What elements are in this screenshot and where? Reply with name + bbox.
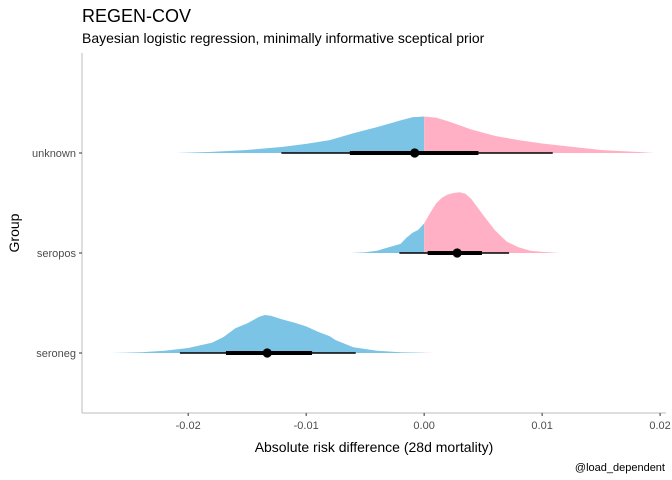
y-tick-label-unknown: unknown xyxy=(32,148,76,160)
density-positive-unknown xyxy=(424,116,655,153)
point-estimate-seroneg xyxy=(262,348,272,358)
x-tick-label-4: 0.02 xyxy=(649,420,670,432)
ticks-layer: unknown seropos seroneg -0.02 -0.01 0.00 0.01 0… xyxy=(32,148,671,432)
y-tick-label-seropos: seropos xyxy=(37,248,77,260)
density-negative-seroneg xyxy=(111,315,425,353)
chart-subtitle: Bayesian logistic regression, minimally … xyxy=(82,30,485,46)
density-positive-seropos xyxy=(424,192,560,253)
x-tick-label-1: -0.01 xyxy=(294,420,319,432)
density-negative-seropos xyxy=(350,223,425,253)
point-estimate-unknown xyxy=(410,148,420,158)
axes-layer xyxy=(81,53,666,414)
y-axis-title: Group xyxy=(6,213,22,252)
point-estimate-seropos xyxy=(452,248,462,258)
x-tick-label-3: 0.01 xyxy=(531,420,552,432)
x-tick-label-2: 0.00 xyxy=(413,420,434,432)
y-tick-label-seroneg: seroneg xyxy=(36,348,76,360)
x-tick-label-0: -0.02 xyxy=(176,420,201,432)
x-axis-title: Absolute risk difference (28d mortality) xyxy=(255,439,494,455)
caption: @load_dependent xyxy=(575,462,665,474)
density-negative-unknown xyxy=(176,116,425,153)
ridges-layer xyxy=(111,116,655,358)
chart-title: REGEN-COV xyxy=(82,6,191,26)
